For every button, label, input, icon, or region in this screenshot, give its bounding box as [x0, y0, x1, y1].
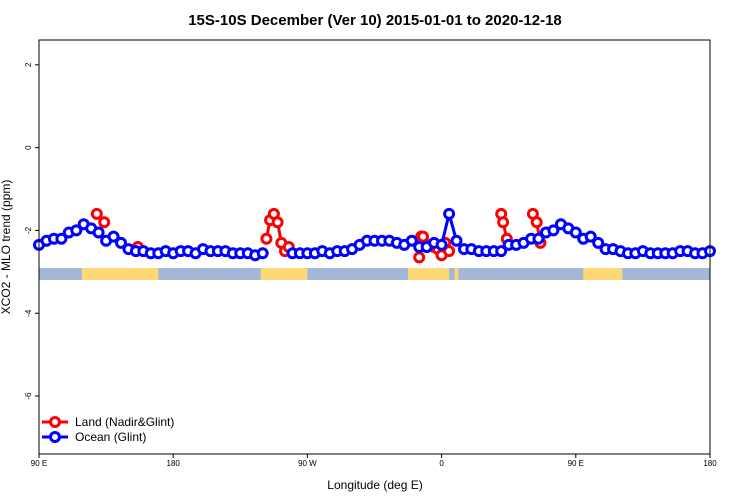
y-tick-label: 2 — [24, 62, 33, 67]
legend: Land (Nadir&Glint) Ocean (Glint) — [42, 415, 174, 444]
x-tick-label: 0 — [439, 459, 444, 468]
x-tick-label: 180 — [167, 459, 181, 468]
x-tick-label: 180 — [703, 459, 717, 468]
series-land-point — [413, 251, 426, 264]
series-ocean-point — [70, 224, 83, 237]
series-land-point — [443, 245, 456, 258]
land-region-2 — [408, 268, 450, 280]
series-ocean-point — [256, 247, 269, 260]
series-ocean-point — [584, 230, 597, 243]
x-axis-label: Longitude (deg E) — [327, 478, 422, 492]
series-land-point — [530, 216, 543, 229]
series-ocean-point — [532, 232, 545, 245]
y-axis-label: XCO2 - MLO trend (ppm) — [0, 180, 13, 315]
legend-land-label: Land (Nadir&Glint) — [75, 415, 174, 429]
series-ocean-point — [55, 232, 68, 245]
series-ocean-point — [592, 236, 605, 249]
legend-ocean-label: Ocean (Glint) — [75, 430, 146, 444]
series-ocean-point — [569, 226, 582, 239]
land-region-0 — [81, 268, 159, 280]
series-land-point — [417, 230, 429, 243]
plot-frame — [38, 39, 711, 455]
series-ocean-point — [547, 224, 560, 237]
ocean-band — [39, 268, 710, 280]
series-ocean-point — [495, 245, 508, 258]
y-tick-label: 0 — [24, 145, 33, 150]
x-tick-label: 90 E — [31, 459, 47, 468]
series-ocean-point — [443, 207, 456, 220]
series-ocean-point — [107, 230, 120, 243]
series-ocean-point — [115, 236, 127, 249]
series-land-point — [497, 216, 510, 229]
series-ocean-point — [405, 234, 418, 247]
series-land-point — [271, 216, 284, 229]
series-land-point — [98, 216, 111, 229]
land-region-4 — [583, 268, 623, 280]
y-axis: 2 0 -2 -4 -6 — [24, 62, 39, 400]
chart-title: 15S-10S December (Ver 10) 2015-01-01 to … — [188, 12, 562, 29]
series-ocean — [33, 207, 716, 262]
x-axis: 90 E 180 90 W 0 90 E 180 — [31, 454, 717, 468]
y-tick-label: -2 — [24, 226, 33, 234]
x-tick-label: 90 W — [298, 459, 317, 468]
series-land-point — [90, 207, 103, 220]
y-tick-label: -4 — [24, 309, 33, 317]
land-region-1 — [260, 268, 308, 280]
series-ocean-point — [435, 238, 448, 251]
x-tick-label: 90 E — [568, 459, 584, 468]
plot-area — [33, 207, 716, 280]
legend-ocean-marker — [49, 431, 61, 443]
legend-land-marker — [49, 416, 61, 428]
y-tick-label: -6 — [24, 392, 33, 400]
series-ocean-point — [450, 234, 463, 247]
series-ocean-point — [92, 226, 105, 239]
land-region-3 — [454, 268, 459, 280]
series-land-point — [260, 232, 273, 245]
